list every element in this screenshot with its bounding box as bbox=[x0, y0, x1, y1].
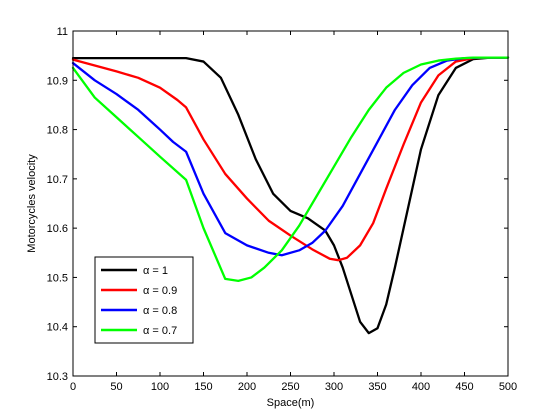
y-tick-label: 10.4 bbox=[47, 322, 68, 334]
x-tick-label: 0 bbox=[70, 381, 76, 393]
y-tick-label: 10.6 bbox=[47, 223, 68, 235]
y-tick-label: 10.9 bbox=[47, 75, 68, 87]
x-tick-label: 500 bbox=[499, 381, 517, 393]
x-tick-label: 300 bbox=[325, 381, 343, 393]
x-tick-label: 250 bbox=[281, 381, 299, 393]
legend-label: α = 1 bbox=[143, 265, 168, 277]
series-line-4 bbox=[71, 56, 510, 283]
series-line-2 bbox=[71, 56, 510, 262]
legend-label: α = 0.8 bbox=[143, 305, 177, 317]
y-axis-label: Motorcycles velocity bbox=[26, 154, 38, 253]
y-tick-label: 10.7 bbox=[47, 174, 68, 186]
y-tick-label: 11 bbox=[57, 26, 68, 38]
y-tick-label: 10.3 bbox=[47, 371, 68, 383]
x-tick-label: 450 bbox=[455, 381, 473, 393]
x-tick-label: 350 bbox=[368, 381, 386, 393]
series-line-3 bbox=[71, 56, 510, 257]
x-tick-label: 150 bbox=[194, 381, 212, 393]
y-tick-label: 10.5 bbox=[47, 272, 68, 284]
legend: α = 1 α = 0.9 α = 0.8 α = 0.7 bbox=[94, 256, 194, 344]
x-tick-label: 50 bbox=[110, 381, 122, 393]
x-axis-label: Space(m) bbox=[267, 397, 315, 409]
legend-box bbox=[94, 256, 194, 344]
tick-layer: 0 50 100 150 200 250 300 350 400 450 500 10.3 10.4 10… bbox=[47, 26, 518, 393]
legend-label: α = 0.9 bbox=[143, 285, 177, 297]
x-tick-label: 200 bbox=[238, 381, 256, 393]
y-tick-label: 10.8 bbox=[47, 125, 68, 137]
x-tick-label: 100 bbox=[151, 381, 169, 393]
series-line-1 bbox=[71, 56, 510, 335]
legend-label: α = 0.7 bbox=[143, 325, 177, 337]
x-tick-label: 400 bbox=[412, 381, 430, 393]
series-layer bbox=[71, 56, 510, 335]
